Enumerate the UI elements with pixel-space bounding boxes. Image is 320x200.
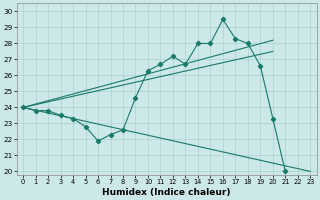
X-axis label: Humidex (Indice chaleur): Humidex (Indice chaleur) [102, 188, 231, 197]
